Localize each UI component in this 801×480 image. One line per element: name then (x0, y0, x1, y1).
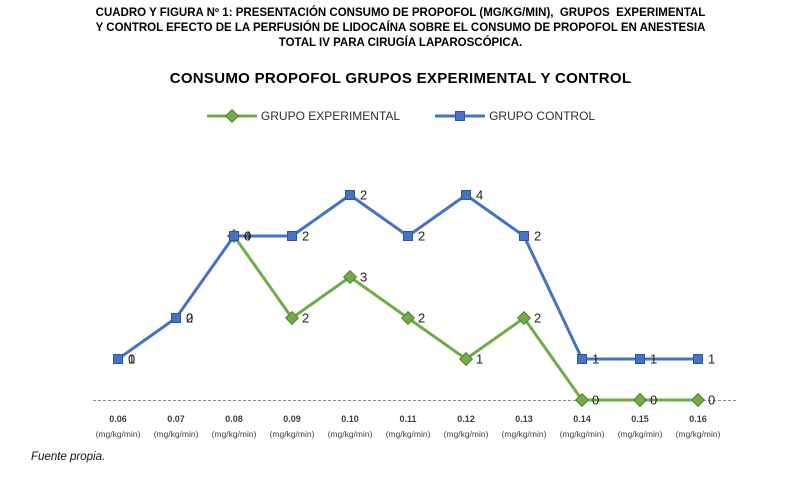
x-tick-label: 0.14 (573, 414, 591, 424)
x-tick-label: 0.07 (167, 414, 185, 424)
figure-caption-line-1: CUADRO Y FIGURA Nº 1: PRESENTACIÓN CONSU… (95, 7, 706, 19)
line-chart: 0.06 (mg/kg/min) 0.07 (mg/kg/min) 0.08 (mg/kg… (93, 188, 737, 439)
legend-marker (224, 109, 239, 123)
control-marker (229, 231, 239, 241)
experimental-data-label: 2 (534, 311, 541, 326)
control-marker (171, 313, 181, 323)
legend-marker (455, 111, 466, 121)
x-tick-unit-label: (mg/kg/min) (96, 429, 141, 439)
experimental-marker (690, 392, 706, 408)
experimental-data-label: 2 (418, 311, 425, 326)
experimental-series-swatch-icon (206, 109, 257, 123)
control-data-label: 4 (244, 229, 251, 244)
figure-caption-line-3: TOTAL IV PARA CIRUGÍA LAPAROSCÓPICA. (278, 37, 523, 49)
x-tick-label: 0.12 (457, 414, 475, 424)
experimental-marker (516, 310, 532, 326)
overlapping-data-label: 0 (186, 311, 193, 326)
experimental-data-label: 0 (708, 393, 715, 408)
control-marker (635, 354, 645, 364)
control-data-label: 1 (650, 352, 657, 367)
control-data-label: 1 (592, 352, 599, 367)
x-tick-unit-label: (mg/kg/min) (328, 429, 373, 439)
control-data-label: 2 (418, 229, 425, 244)
control-data-label: 1 (708, 352, 715, 367)
experimental-data-label: 2 (302, 311, 309, 326)
legend-item-experimental: GRUPO EXPERIMENTAL (206, 109, 400, 123)
x-tick-label: 0.13 (515, 414, 533, 424)
control-marker (113, 354, 123, 364)
chart-legend: GRUPO EXPERIMENTAL GRUPO CONTROL (0, 109, 801, 123)
overlapping-data-label: 0 (128, 352, 135, 367)
x-tick-label: 0.16 (689, 414, 707, 424)
figure-caption-line-2: Y CONTROL EFECTO DE LA PERFUSIÓN DE LIDO… (95, 22, 706, 34)
experimental-marker (400, 310, 416, 326)
control-data-label: 4 (476, 188, 483, 203)
x-tick-unit-label: (mg/kg/min) (386, 429, 431, 439)
control-series-swatch-icon (435, 111, 486, 121)
overlapping-data-label: 0 (244, 229, 251, 244)
control-data-label: 2 (534, 229, 541, 244)
x-tick-unit-label: (mg/kg/min) (676, 429, 721, 439)
experimental-data-label: 0 (650, 393, 657, 408)
x-tick-unit-label: (mg/kg/min) (270, 429, 315, 439)
x-tick-unit-label: (mg/kg/min) (618, 429, 663, 439)
x-tick-label: 0.15 (631, 414, 649, 424)
control-marker (403, 231, 413, 241)
x-tick-label: 0.11 (399, 414, 416, 424)
control-marker (461, 190, 471, 200)
legend-label-experimental: GRUPO EXPERIMENTAL (260, 109, 401, 123)
legend-item-control: GRUPO CONTROL (434, 109, 595, 123)
control-marker (519, 231, 529, 241)
experimental-data-label: 3 (360, 270, 367, 285)
x-tick-unit-label: (mg/kg/min) (444, 429, 489, 439)
control-data-label: 2 (186, 311, 193, 326)
control-data-label: 2 (302, 229, 309, 244)
control-data-label: 2 (360, 188, 367, 203)
figure-caption: CUADRO Y FIGURA Nº 1: PRESENTACIÓN CONSU… (28, 6, 773, 51)
x-tick-unit-label: (mg/kg/min) (560, 429, 605, 439)
series-line-control (116, 193, 700, 361)
x-tick-label: 0.06 (109, 414, 127, 424)
control-marker (345, 190, 355, 200)
control-marker (287, 231, 297, 241)
experimental-data-label: 0 (592, 393, 599, 408)
source-note: Fuente propia. (31, 451, 106, 463)
experimental-marker (632, 392, 648, 408)
experimental-data-label: 1 (476, 352, 483, 367)
experimental-marker (342, 269, 358, 285)
experimental-marker (458, 351, 474, 367)
x-tick-label: 0.08 (225, 414, 243, 424)
control-marker (577, 354, 587, 364)
x-tick-unit-label: (mg/kg/min) (502, 429, 547, 439)
legend-label-control: GRUPO CONTROL (489, 109, 596, 123)
x-tick-label: 0.10 (341, 414, 359, 424)
control-data-label: 1 (128, 352, 135, 367)
experimental-marker (284, 310, 300, 326)
x-tick-unit-label: (mg/kg/min) (154, 429, 199, 439)
x-tick-label: 0.09 (283, 414, 301, 424)
control-marker (693, 354, 703, 364)
experimental-marker (574, 392, 590, 408)
x-tick-unit-label: (mg/kg/min) (212, 429, 257, 439)
chart-title: CONSUMO PROPOFOL GRUPOS EXPERIMENTAL Y C… (169, 70, 632, 87)
